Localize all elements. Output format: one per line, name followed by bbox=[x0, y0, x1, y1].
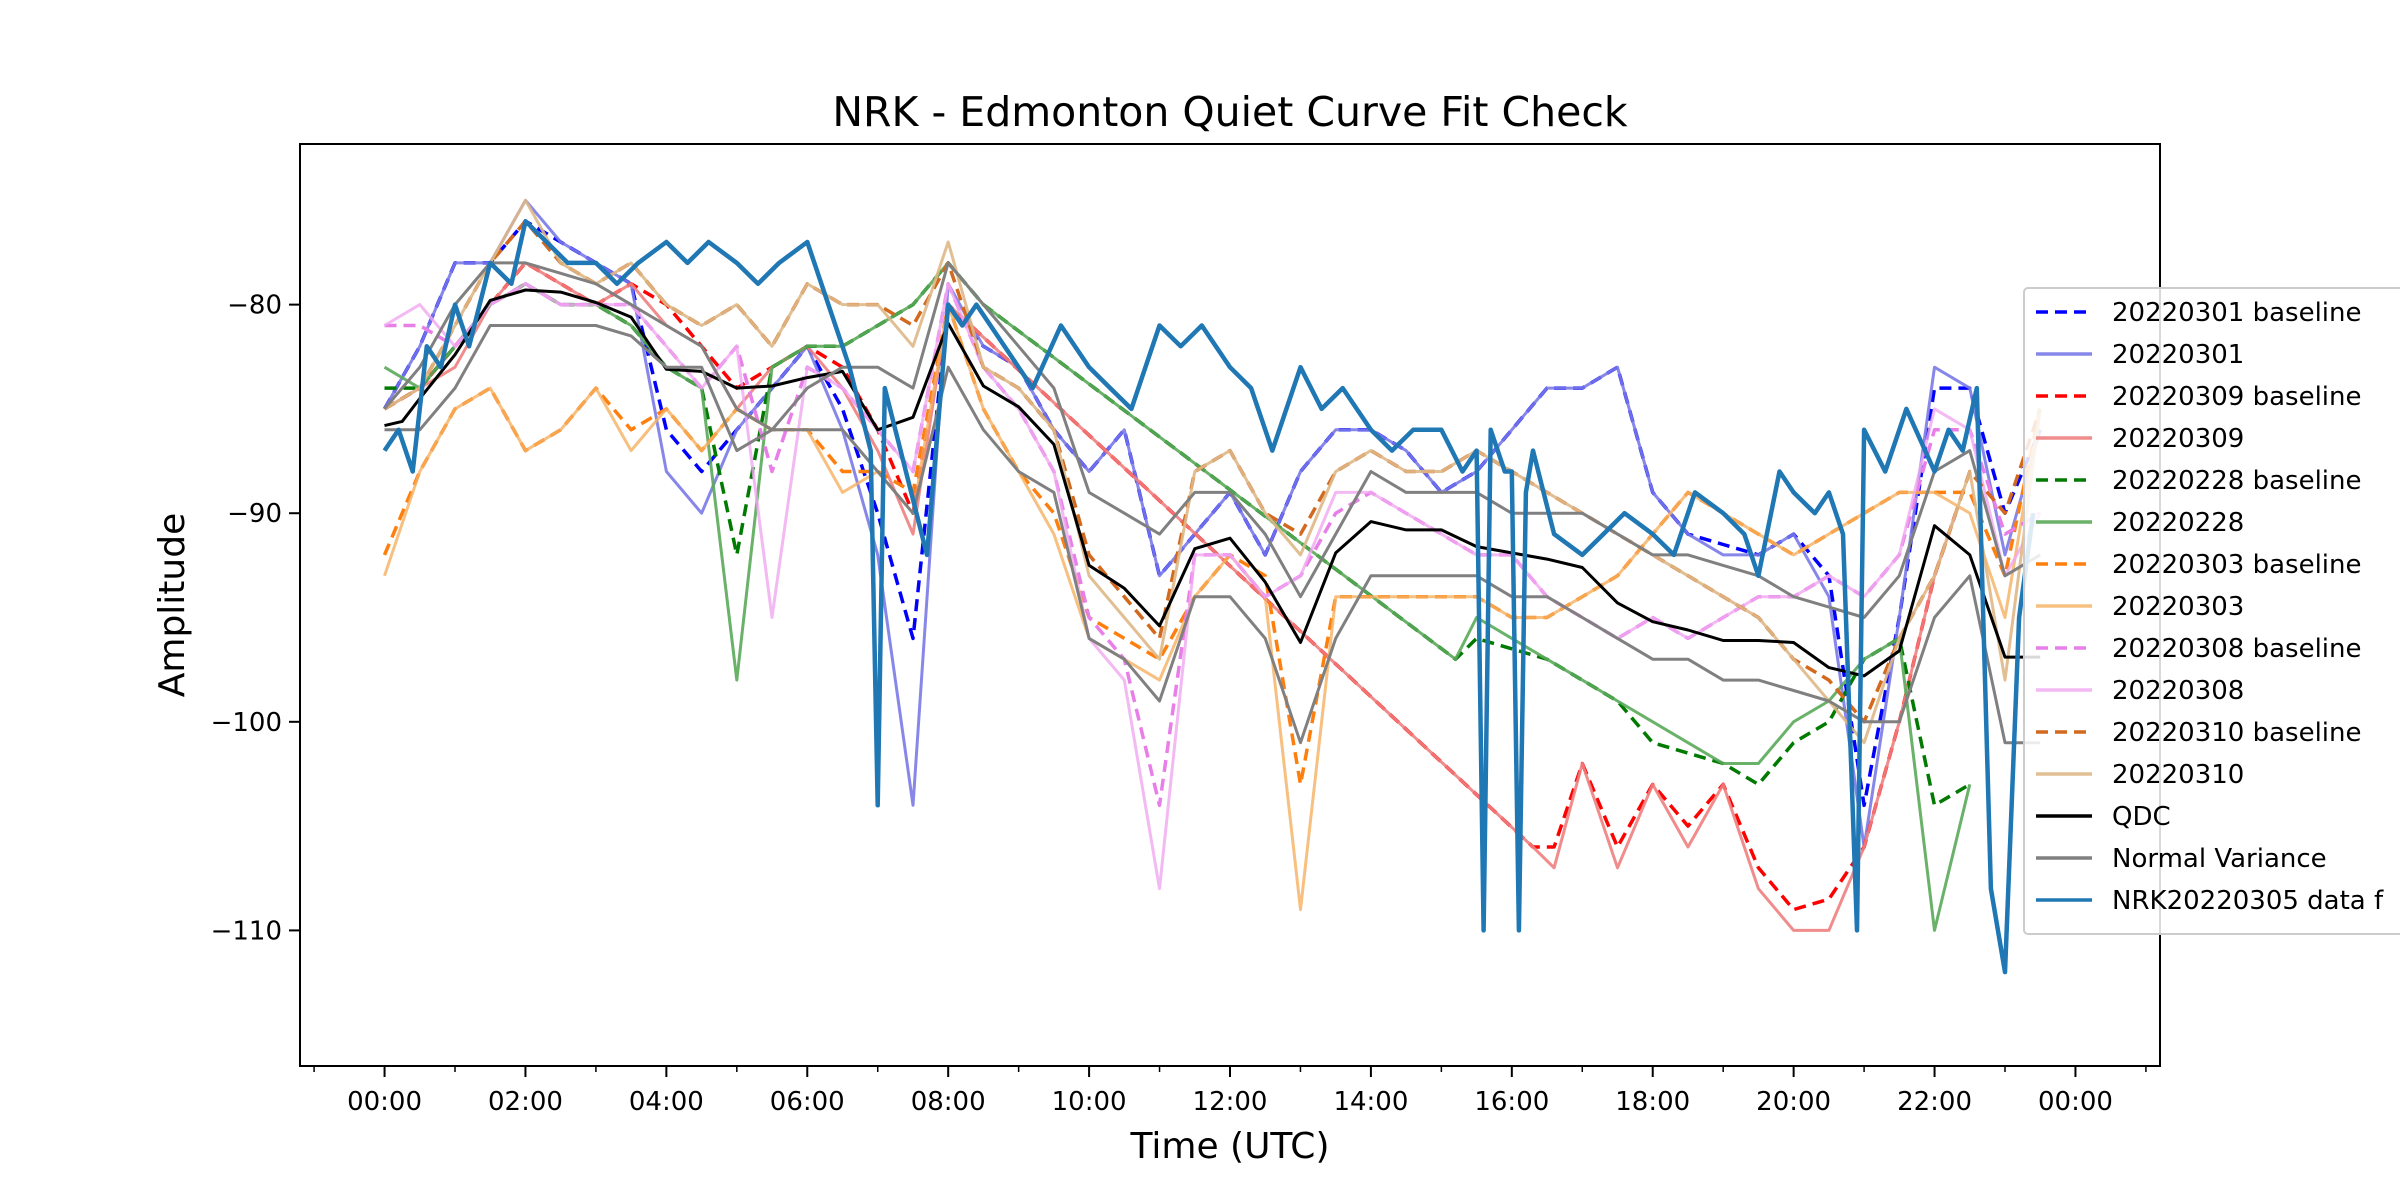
x-tick-label: 22:00 bbox=[1897, 1087, 1972, 1117]
series-line-3 bbox=[383, 261, 1958, 932]
legend-label: 20220228 bbox=[2112, 508, 2244, 538]
x-tick-label: 16:00 bbox=[1474, 1087, 1549, 1117]
legend-label: 20220308 bbox=[2112, 676, 2244, 706]
x-tick-label: 04:00 bbox=[629, 1087, 704, 1117]
plot-area bbox=[299, 143, 2161, 1067]
x-axis: 00:00 02:00 04:00 06:00 08:00 10:00 12:00 14:00… bbox=[313, 1066, 2147, 1117]
series-line-6 bbox=[382, 302, 2042, 787]
series-line-9 bbox=[383, 282, 2042, 891]
x-tick-label: 18:00 bbox=[1615, 1087, 1690, 1117]
series-layer bbox=[382, 198, 2042, 975]
legend-label: 20220310 baseline bbox=[2112, 718, 2362, 748]
legend-box bbox=[2023, 287, 2400, 935]
legend-label: 20220228 baseline bbox=[2112, 466, 2362, 496]
x-tick-label: 08:00 bbox=[911, 1087, 986, 1117]
x-tick-label: 02:00 bbox=[488, 1087, 563, 1117]
legend-label: 20220309 baseline bbox=[2112, 382, 2362, 412]
x-axis-label: Time (UTC) bbox=[1129, 1126, 1329, 1167]
legend-label: 20220310 bbox=[2112, 760, 2244, 790]
series-line-14 bbox=[384, 324, 2041, 745]
legend-label: 20220303 bbox=[2112, 592, 2244, 622]
series-line-15 bbox=[382, 218, 2036, 975]
series-line-13 bbox=[383, 261, 2041, 619]
series-line-11 bbox=[383, 198, 2042, 745]
legend-label: QDC bbox=[2112, 802, 2171, 832]
legend-label: 20220301 baseline bbox=[2112, 298, 2362, 328]
legend-label: 20220301 bbox=[2112, 340, 2244, 370]
x-tick-label: 00:00 bbox=[347, 1087, 422, 1117]
x-tick-label: 10:00 bbox=[1052, 1087, 1127, 1117]
y-tick-label: −110 bbox=[211, 916, 282, 946]
x-tick-label: 12:00 bbox=[1193, 1087, 1268, 1117]
y-axis-label: Amplitude bbox=[152, 513, 193, 697]
x-tick-label: 20:00 bbox=[1756, 1087, 1831, 1117]
y-axis: −110 −100 −90 −80 bbox=[211, 291, 300, 946]
y-tick-label: −80 bbox=[227, 291, 282, 321]
legend-label: 20220308 baseline bbox=[2112, 634, 2362, 664]
plot-background bbox=[300, 144, 2160, 1066]
y-tick-label: −90 bbox=[227, 499, 282, 529]
x-tick-label: 00:00 bbox=[2038, 1087, 2113, 1117]
chart-title: NRK - Edmonton Quiet Curve Fit Check bbox=[832, 88, 1627, 136]
y-tick-label: −100 bbox=[211, 708, 282, 738]
x-tick-label: 06:00 bbox=[770, 1087, 845, 1117]
legend-label: NRK20220305 data f bbox=[2112, 886, 2384, 916]
legend-label: 20220303 baseline bbox=[2112, 550, 2362, 580]
x-tick-label: 14:00 bbox=[1333, 1087, 1408, 1117]
legend: 20220301 baseline 20220301 20220309 baseli… bbox=[2023, 287, 2400, 935]
legend-label: 20220309 bbox=[2112, 424, 2244, 454]
series-line-12 bbox=[384, 288, 2041, 678]
legend-label: Normal Variance bbox=[2112, 844, 2327, 874]
